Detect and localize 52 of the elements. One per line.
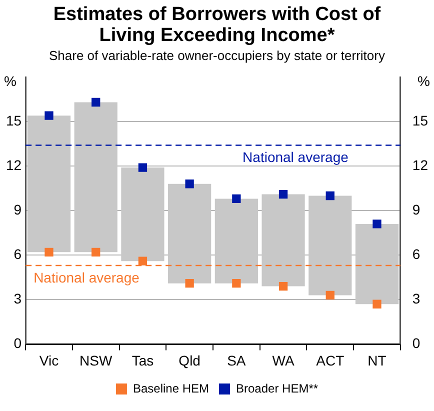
x-tick-label: NSW	[80, 352, 113, 368]
y-tick-label: 6	[14, 246, 22, 262]
bar	[121, 168, 164, 262]
y2-tick-label: 6	[412, 246, 420, 262]
point	[232, 194, 241, 204]
x-tick-label: WA	[272, 352, 295, 368]
point	[138, 256, 148, 266]
y2-tick-label: 12	[412, 156, 428, 173]
point	[138, 163, 148, 172]
point	[92, 248, 100, 256]
point	[232, 279, 241, 288]
ref-line-label: National average	[34, 269, 140, 286]
legend-label: Baseline HEM	[132, 381, 210, 396]
y-tick-label: 12	[6, 156, 22, 173]
x-tick-label: Tas	[132, 352, 154, 368]
x-tick-label: Vic	[39, 352, 59, 368]
y2-axis-title: %	[418, 72, 430, 89]
point	[92, 98, 100, 107]
point	[326, 290, 334, 300]
y2-tick-label: 3	[412, 290, 420, 307]
bar	[214, 198, 258, 284]
x-tick-label: Qld	[178, 352, 200, 368]
point	[326, 191, 334, 200]
y2-tick-label: 0	[412, 335, 420, 352]
point	[44, 111, 54, 120]
bar	[262, 194, 305, 286]
y-tick-label: 0	[14, 335, 22, 352]
chart-title: Estimates of Borrowers with Cost of Living Exceeding Income*	[52, 4, 382, 46]
bar	[74, 102, 118, 252]
y-tick-label: 9	[14, 201, 22, 218]
x-tick-label: NT	[368, 352, 387, 368]
legend-label: Broader HEM**	[236, 381, 318, 396]
y2-tick-label: 9	[412, 201, 420, 218]
point	[185, 180, 194, 188]
y2-tick-label: 15	[412, 112, 428, 128]
point	[185, 279, 194, 288]
y-axis-title: %	[4, 72, 16, 89]
chart-subtitle: Share of variable-rate owner-occupiers by state or territory	[48, 48, 386, 63]
x-tick-label: ACT	[316, 352, 345, 368]
point	[278, 282, 288, 291]
point	[372, 300, 382, 308]
point	[278, 190, 288, 199]
y-tick-label: 3	[14, 290, 22, 307]
ref-line-label: National average	[242, 149, 349, 166]
point	[372, 220, 382, 228]
bar	[355, 224, 399, 304]
point	[44, 248, 54, 256]
bar	[308, 196, 352, 296]
bar	[27, 116, 71, 252]
x-tick-label: SA	[227, 352, 246, 368]
y-tick-label: 15	[6, 112, 22, 128]
bar	[168, 184, 212, 284]
